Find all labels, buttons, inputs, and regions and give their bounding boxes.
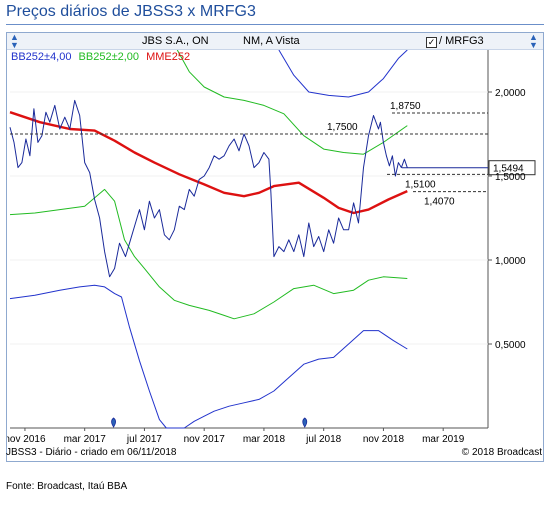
chart-footer-caption: JBSS3 - Diário - criado em 06/11/2018 <box>6 447 177 458</box>
plot-area <box>10 50 488 446</box>
copyright-notice: © 2018 Broadcast <box>461 447 542 458</box>
reference-line-label: 1,4070 <box>424 197 455 208</box>
y-tick-label: 1,5000 <box>495 172 526 183</box>
chart-panel: 1,8750 1,7500 1,5100 1,4070 1,5494 2,0000 1,5… <box>6 32 544 462</box>
chart-svg: 1,8750 1,7500 1,5100 1,4070 1,5494 2,0000 1,5… <box>7 49 536 446</box>
bb200-upper-line <box>176 49 408 155</box>
reference-line-label: 1,5100 <box>405 179 436 190</box>
y-tick-label: 2,0000 <box>495 88 526 99</box>
reference-lines: 1,8750 1,7500 1,5100 1,4070 1,5494 <box>10 101 536 208</box>
event-marker-icon[interactable] <box>302 417 308 428</box>
x-tick-label: jul 2017 <box>126 434 162 445</box>
price-line-layer <box>9 99 408 278</box>
instrument-name: JBS S.A., ON <box>142 35 209 47</box>
source-note: Fonte: Broadcast, Itaú BBA <box>6 481 128 492</box>
chart-legend: BB252±4,00 BB252±2,00 MME252 <box>11 51 194 63</box>
compare-label: / MRFG3 <box>439 35 484 47</box>
x-axis-ticks: nov 2016 mar 2017 jul 2017 nov 2017 mar 2018… <box>7 428 465 445</box>
x-tick-label: nov 2018 <box>363 434 405 445</box>
compare-toggle[interactable]: ✓ / MRFG3 <box>426 35 484 48</box>
title-divider <box>6 24 544 25</box>
current-value-box <box>488 160 536 176</box>
bb400-upper-line <box>278 49 408 98</box>
market-segment: NM, A Vista <box>243 35 300 47</box>
page-title: Preços diários de JBSS3 x MRFG3 <box>6 3 256 20</box>
bb200-lower-line <box>9 188 408 320</box>
event-marker-icon[interactable] <box>111 417 116 428</box>
x-tick-label: nov 2016 <box>7 434 46 445</box>
legend-bb200: BB252±2,00 <box>78 51 140 63</box>
mme252-line <box>9 111 408 215</box>
bollinger-bands <box>9 49 408 429</box>
y-tick-label: 0,5000 <box>495 340 526 351</box>
legend-bb400: BB252±4,00 <box>11 51 72 63</box>
gridlines <box>10 91 488 345</box>
reference-line-label: 1,7500 <box>327 122 358 133</box>
bb400-lower-line <box>9 284 408 429</box>
compare-checkbox[interactable]: ✓ <box>426 37 437 48</box>
y-tick-label: 1,0000 <box>495 256 526 267</box>
legend-mme252: MME252 <box>146 51 191 63</box>
up-down-spinner-icon[interactable]: ▲ ▼ <box>529 32 538 50</box>
y-axis-ticks: 2,0000 1,5000 1,0000 0,5000 <box>488 88 526 351</box>
chart-toolbar: ▲ ▼ JBS S.A., ON NM, A Vista ✓ / MRFG3 ▲ ▼ <box>7 33 543 50</box>
x-tick-label: mar 2019 <box>422 434 465 445</box>
x-tick-label: jul 2018 <box>305 434 341 445</box>
current-value-label: 1,5494 <box>493 164 524 175</box>
x-tick-label: mar 2017 <box>64 434 107 445</box>
x-tick-label: nov 2017 <box>184 434 226 445</box>
up-down-spinner-icon[interactable]: ▲ ▼ <box>10 32 19 50</box>
price-line <box>9 99 408 278</box>
event-markers <box>111 417 308 428</box>
mme-line-layer <box>9 111 408 215</box>
x-tick-label: mar 2018 <box>243 434 286 445</box>
reference-line-label: 1,8750 <box>390 101 421 112</box>
